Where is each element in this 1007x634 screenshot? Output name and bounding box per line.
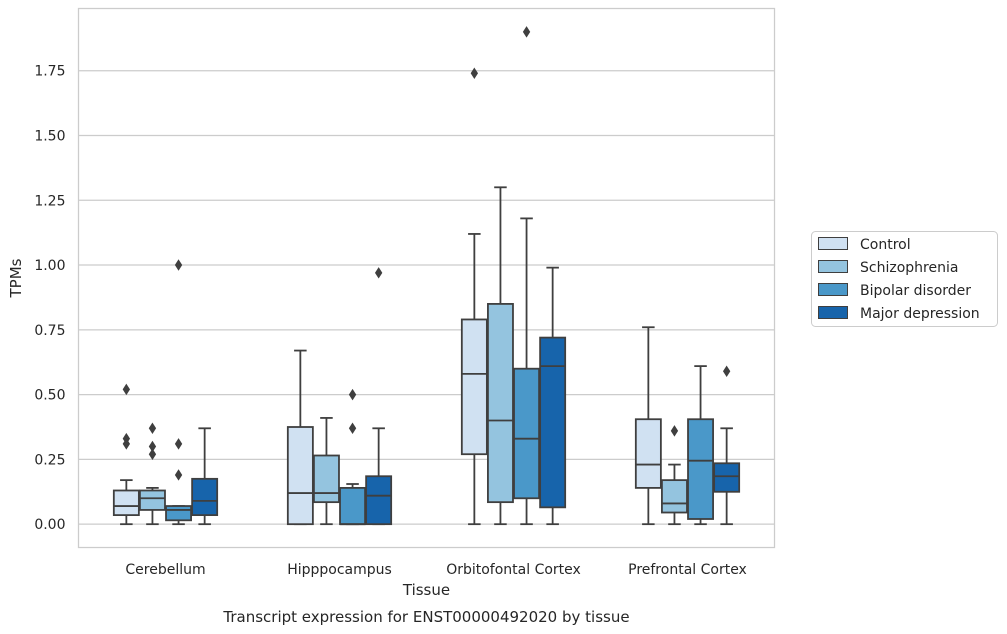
y-tick-label: 0.25 <box>34 452 65 468</box>
box-iqr <box>713 462 741 493</box>
outlier-point <box>374 267 383 279</box>
box-iqr <box>339 486 366 526</box>
legend-label: Major depression <box>860 306 980 322</box>
box-iqr <box>460 318 488 456</box>
outlier-point <box>148 422 157 435</box>
box-major-depression <box>713 365 741 526</box>
box-iqr <box>165 505 192 522</box>
y-tick-label: 0.00 <box>34 517 65 533</box>
x-tick-labels: Cerebellum Hipppocampus Orbitofontal Corte… <box>125 562 746 578</box>
x-tick-label: Cerebellum <box>125 562 205 578</box>
y-tick-label: 1.25 <box>34 193 65 209</box>
box-iqr <box>513 367 540 500</box>
box-schizophrenia <box>313 417 340 526</box>
outlier-point <box>174 259 183 271</box>
box-major-depression <box>365 267 393 526</box>
box-control <box>460 67 488 526</box>
box-bipolar-disorder <box>339 388 366 526</box>
legend-frame <box>811 231 998 327</box>
box-bipolar-disorder <box>513 26 540 526</box>
box-schizophrenia <box>661 425 688 526</box>
legend-label: Schizophrenia <box>860 260 958 276</box>
y-tick-label: 1.50 <box>34 128 65 144</box>
legend-swatch <box>818 237 848 250</box>
box-iqr <box>634 418 662 489</box>
outlier-point <box>348 388 357 401</box>
legend-label: Bipolar disorder <box>860 283 971 299</box>
box-iqr <box>139 489 166 511</box>
x-tick-label: Hipppocampus <box>287 562 392 578</box>
box-iqr <box>687 418 714 520</box>
box-control <box>634 326 662 526</box>
box-iqr <box>539 336 567 509</box>
x-axis-title: Tissue <box>402 581 450 599</box>
box-iqr <box>112 489 140 517</box>
plot-frame <box>77 7 776 549</box>
box-schizophrenia <box>487 186 514 526</box>
outlier-point <box>148 448 157 460</box>
box-control <box>286 349 314 526</box>
box-schizophrenia <box>139 422 166 526</box>
legend-label: Control <box>860 237 911 253</box>
outlier-point <box>174 438 183 450</box>
outlier-point <box>174 469 183 481</box>
outlier-point <box>122 438 131 450</box>
box-iqr <box>365 475 393 526</box>
legend-swatch <box>818 306 848 319</box>
boxes <box>112 26 741 526</box>
box-iqr <box>191 477 219 517</box>
box-iqr <box>661 479 688 514</box>
box-iqr <box>487 303 514 504</box>
y-tick-label: 0.75 <box>34 323 65 339</box>
y-tick-labels: 0.00 0.25 0.50 0.75 1.00 1.25 1.50 1.75 <box>34 64 65 533</box>
outlier-point <box>722 365 731 378</box>
x-tick-label: Prefrontal Cortex <box>628 562 747 578</box>
y-tick-label: 0.50 <box>34 388 65 404</box>
y-tick-label: 1.75 <box>34 64 65 80</box>
outlier-point <box>122 383 131 396</box>
box-major-depression <box>191 427 219 526</box>
y-axis-title: TPMs <box>7 258 25 298</box>
legend-swatch <box>818 260 848 273</box>
outlier-point <box>670 425 679 437</box>
legend: Control Schizophrenia Bipolar disorder Majo… <box>811 231 998 327</box>
box-bipolar-disorder <box>687 365 714 526</box>
y-tick-label: 1.00 <box>34 258 65 274</box>
box-iqr <box>313 454 340 504</box>
box-major-depression <box>539 266 567 526</box>
gridlines <box>78 70 775 525</box>
outlier-point <box>348 422 357 435</box>
box-control <box>112 383 140 526</box>
legend-swatch <box>818 283 848 296</box>
box-bipolar-disorder <box>165 259 192 526</box>
outlier-point <box>470 67 479 80</box>
box-iqr <box>286 426 314 526</box>
chart-caption: Transcript expression for ENST0000049202… <box>222 608 629 626</box>
x-tick-label: Orbitofontal Cortex <box>446 562 581 578</box>
outlier-point <box>522 26 531 38</box>
